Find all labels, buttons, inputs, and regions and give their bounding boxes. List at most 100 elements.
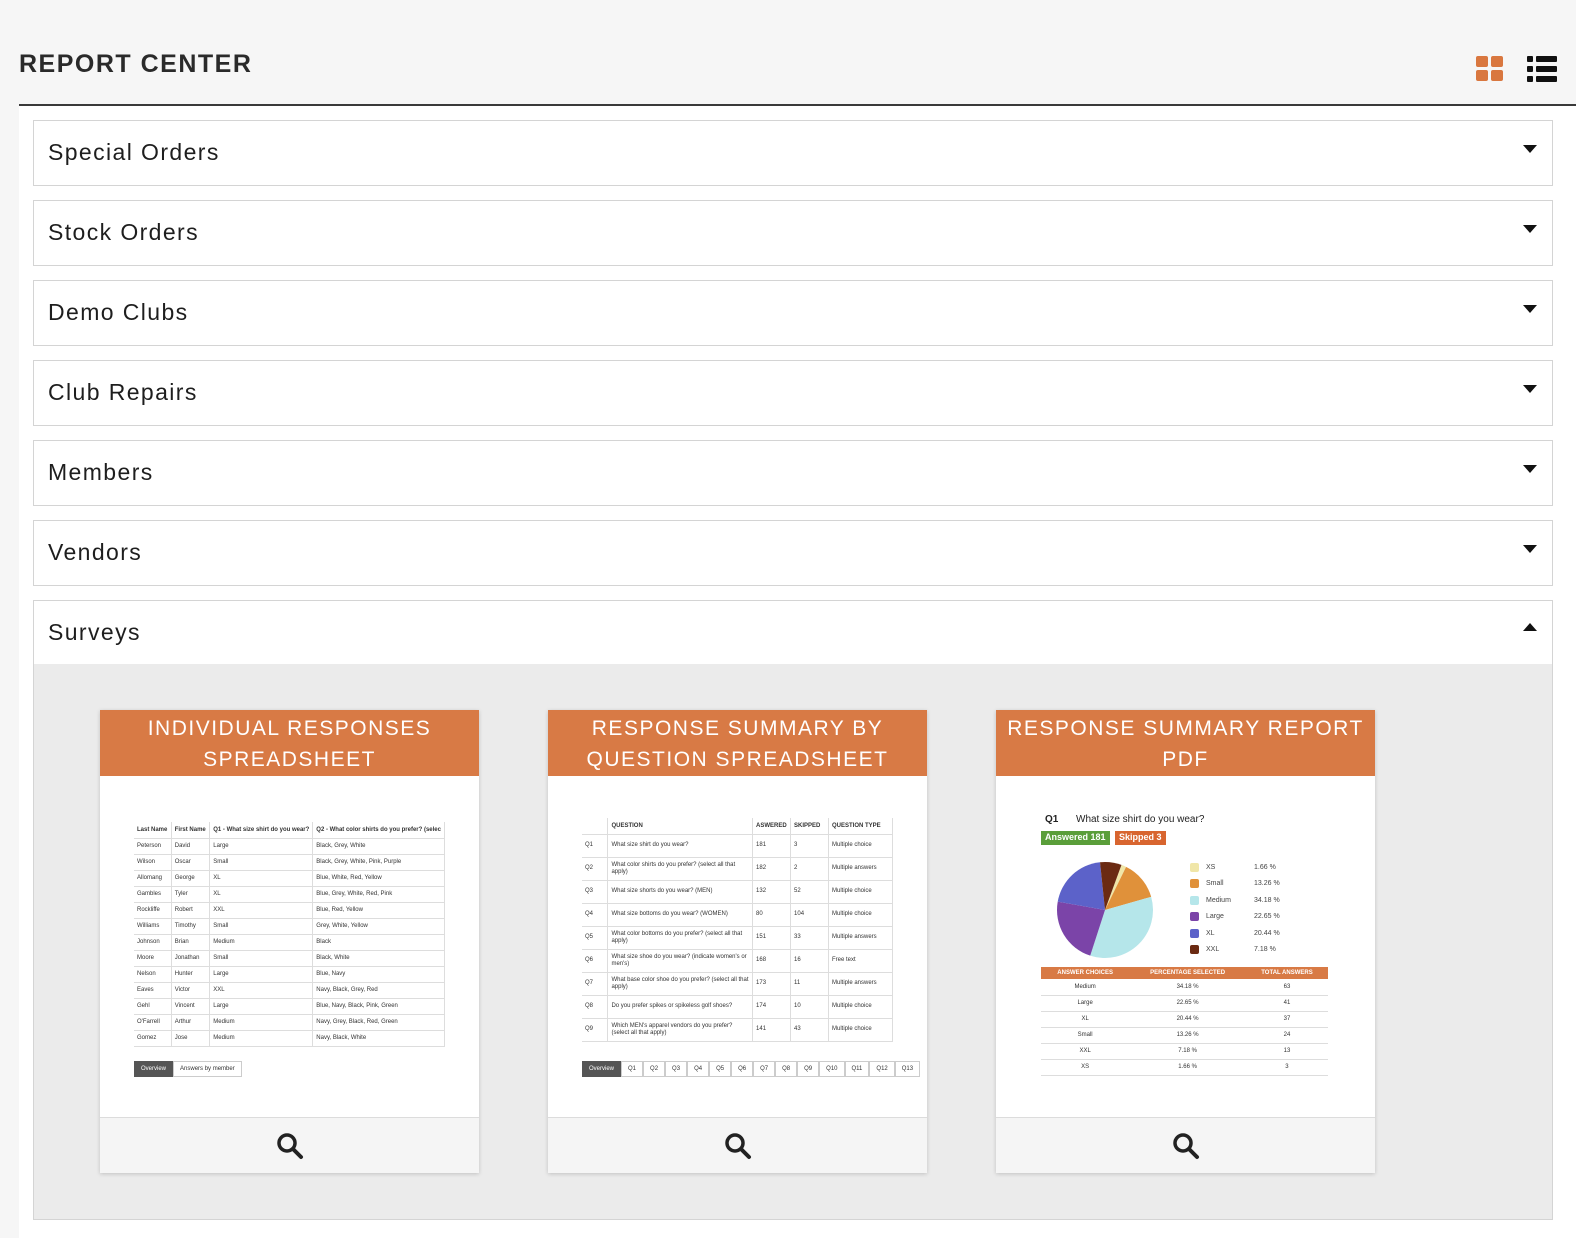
column-header: QUESTION xyxy=(607,818,754,835)
accordion-members[interactable]: Members xyxy=(33,440,1553,506)
sheet-tab[interactable]: Q1 xyxy=(621,1061,644,1077)
report-card-summary-pdf[interactable]: RESPONSE SUMMARY REPORT PDF Q1 What size… xyxy=(996,710,1375,1173)
table-row: Q8 Do you prefer spikes or spikeless golf… xyxy=(582,995,893,1019)
preview-button[interactable] xyxy=(996,1117,1375,1173)
sheet-tab[interactable]: Overview xyxy=(582,1061,622,1077)
column-header: Q1 - What size shirt do you wear? xyxy=(209,822,314,839)
table-cell: Multiple choice xyxy=(828,995,893,1019)
table-cell: Large xyxy=(209,998,314,1015)
table-row: XS 1.66 % 3 xyxy=(1041,1059,1328,1076)
preview-button[interactable] xyxy=(100,1117,479,1173)
table-header-row: ANSWER CHOICES PERCENTAGE SELECTED TOTAL A… xyxy=(1041,967,1328,979)
column-header: QUESTION TYPE xyxy=(828,818,893,835)
table-cell: Rockliffe xyxy=(134,902,172,919)
table-cell: 104 xyxy=(790,903,829,927)
table-cell: Q2 xyxy=(582,857,609,881)
accordion-surveys[interactable]: Surveys xyxy=(33,600,1553,666)
table-cell: XL xyxy=(1041,1011,1130,1028)
table-row: XL 20.44 % 37 xyxy=(1041,1011,1328,1028)
table-cell: Large xyxy=(209,838,314,855)
sheet-tab[interactable]: Q4 xyxy=(687,1061,710,1077)
table-cell: Small xyxy=(209,950,314,967)
table-cell: 13.26 % xyxy=(1129,1027,1246,1044)
table-cell: What size shorts do you wear? (MEN) xyxy=(607,880,754,904)
table-cell: 33 xyxy=(790,926,829,950)
sheet-tab[interactable]: Q11 xyxy=(844,1061,870,1077)
accordion-club-repairs[interactable]: Club Repairs xyxy=(33,360,1553,426)
sheet-tab[interactable]: Q3 xyxy=(665,1061,688,1077)
accordion-stock-orders[interactable]: Stock Orders xyxy=(33,200,1553,266)
chevron-down-icon xyxy=(1523,145,1537,153)
report-card-summary-by-question[interactable]: RESPONSE SUMMARY BY QUESTION SPREADSHEET… xyxy=(548,710,927,1173)
table-cell: Gambles xyxy=(134,886,172,903)
grid-view-icon[interactable] xyxy=(1476,56,1504,82)
table-row: Q5 What color bottoms do you prefer? (sel… xyxy=(582,926,893,950)
table-row: Q6 What size shoe do you wear? (indicate … xyxy=(582,949,893,973)
sheet-tab[interactable]: Q12 xyxy=(869,1061,895,1077)
spreadsheet-preview: Last Name First Name Q1 - What size shirt … xyxy=(100,776,479,1116)
preview-table: QUESTION ASWERED SKIPPED QUESTION TYPE Q1 Wha… xyxy=(582,818,893,1042)
table-cell: 2 xyxy=(790,857,829,881)
legend-swatch xyxy=(1190,863,1199,872)
table-row: Medium 34.18 % 63 xyxy=(1041,979,1328,996)
table-cell: Q7 xyxy=(582,972,609,996)
table-row: Peterson David Large Black, Grey, White xyxy=(134,838,445,855)
table-row: Q9 Which MEN's apparel vendors do you pre… xyxy=(582,1018,893,1042)
accordion-label: Vendors xyxy=(48,539,143,565)
pie-chart xyxy=(1057,862,1153,958)
table-cell: Gehl xyxy=(134,998,172,1015)
table-cell: Black, Grey, White xyxy=(312,838,445,855)
pie-slice-xs xyxy=(1105,864,1127,910)
accordion-label: Surveys xyxy=(48,619,141,645)
table-cell: Vincent xyxy=(171,998,211,1015)
table-cell: Which MEN's apparel vendors do you prefe… xyxy=(607,1018,754,1042)
table-cell: What base color shoe do you prefer? (sel… xyxy=(607,972,754,996)
table-cell: What color bottoms do you prefer? (selec… xyxy=(607,926,754,950)
chevron-down-icon xyxy=(1523,465,1537,473)
column-header xyxy=(582,818,609,835)
table-cell: Allomang xyxy=(134,870,172,887)
legend-label: Large xyxy=(1206,913,1224,921)
sheet-tab[interactable]: Q13 xyxy=(894,1061,921,1077)
chevron-down-icon xyxy=(1523,305,1537,313)
table-cell: Small xyxy=(209,854,314,871)
sheet-tab[interactable]: Overview xyxy=(134,1061,174,1077)
legend-label: XXL xyxy=(1206,946,1220,953)
table-cell: 43 xyxy=(790,1018,829,1042)
sheet-tab[interactable]: Q5 xyxy=(709,1061,732,1077)
magnifier-icon xyxy=(1173,1133,1199,1159)
table-cell: Q4 xyxy=(582,903,609,927)
sheet-tab[interactable]: Q9 xyxy=(797,1061,820,1077)
table-row: Eaves Victor XXL Navy, Black, Grey, Red xyxy=(134,982,445,999)
table-row: Moore Jonathan Small Black, White xyxy=(134,950,445,967)
page-title: REPORT CENTER xyxy=(19,50,253,78)
sheet-tab[interactable]: Q7 xyxy=(753,1061,776,1077)
table-cell: Hunter xyxy=(171,966,211,983)
legend-value: 7.18 % xyxy=(1254,946,1276,953)
accordion-demo-clubs[interactable]: Demo Clubs xyxy=(33,280,1553,346)
sheet-tab[interactable]: Q2 xyxy=(643,1061,666,1077)
accordion-special-orders[interactable]: Special Orders xyxy=(33,120,1553,186)
table-cell: Blue, Navy xyxy=(312,966,445,983)
table-cell: Williams xyxy=(134,918,172,935)
table-cell: David xyxy=(171,838,211,855)
preview-button[interactable] xyxy=(548,1117,927,1173)
preview-tabs: Overview Q1 Q2 Q3 Q4 Q5 Q6 Q7 Q8 Q9 Q10 Q11 Q12 Q13 xyxy=(582,1061,921,1077)
sheet-tab[interactable]: Q8 xyxy=(775,1061,798,1077)
table-cell: 37 xyxy=(1245,1011,1328,1028)
sheet-tab[interactable]: Answers by member xyxy=(173,1061,242,1077)
skipped-badge: Skipped 3 xyxy=(1115,831,1166,845)
spreadsheet-preview: QUESTION ASWERED SKIPPED QUESTION TYPE Q1 Wha… xyxy=(548,776,927,1116)
accordion-vendors[interactable]: Vendors xyxy=(33,520,1553,586)
table-cell: Moore xyxy=(134,950,172,967)
table-cell: Large xyxy=(209,966,314,983)
pdf-preview: Q1 What size shirt do you wear? Answered… xyxy=(996,776,1375,1116)
report-card-individual-responses[interactable]: INDIVIDUAL RESPONSES SPREADSHEET Last Na… xyxy=(100,710,479,1173)
sheet-tab[interactable]: Q10 xyxy=(819,1061,845,1077)
list-view-icon[interactable] xyxy=(1527,56,1557,82)
column-header: ASWERED xyxy=(752,818,792,835)
question-text: What size shirt do you wear? xyxy=(1076,814,1205,825)
legend-value: 13.26 % xyxy=(1254,880,1280,888)
sheet-tab[interactable]: Q6 xyxy=(731,1061,754,1077)
accordion-label: Club Repairs xyxy=(48,379,198,405)
